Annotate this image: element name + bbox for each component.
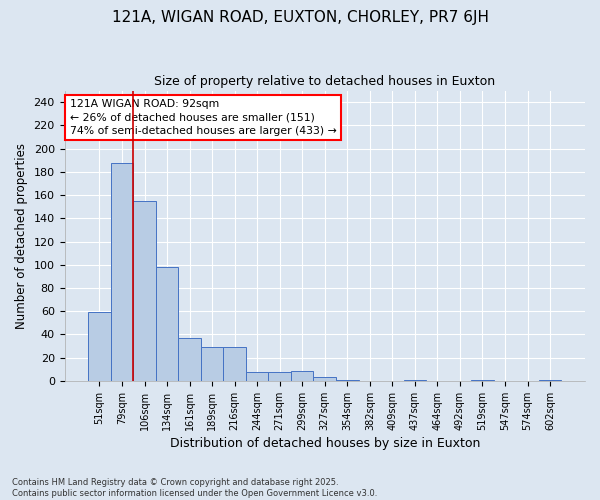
X-axis label: Distribution of detached houses by size in Euxton: Distribution of detached houses by size … [170, 437, 480, 450]
Bar [223, 348, 246, 381]
Bar [336, 380, 359, 381]
Bar [201, 348, 223, 381]
Bar [156, 267, 178, 381]
Bar [404, 380, 426, 381]
Bar [133, 201, 156, 381]
Bar [88, 312, 111, 381]
Bar [178, 338, 201, 381]
Y-axis label: Number of detached properties: Number of detached properties [15, 143, 28, 329]
Bar [246, 372, 268, 381]
Bar [268, 372, 291, 381]
Title: Size of property relative to detached houses in Euxton: Size of property relative to detached ho… [154, 75, 496, 88]
Bar [291, 370, 313, 381]
Bar [471, 380, 494, 381]
Bar [539, 380, 562, 381]
Bar [313, 378, 336, 381]
Text: 121A, WIGAN ROAD, EUXTON, CHORLEY, PR7 6JH: 121A, WIGAN ROAD, EUXTON, CHORLEY, PR7 6… [112, 10, 488, 25]
Text: 121A WIGAN ROAD: 92sqm
← 26% of detached houses are smaller (151)
74% of semi-de: 121A WIGAN ROAD: 92sqm ← 26% of detached… [70, 100, 337, 136]
Text: Contains HM Land Registry data © Crown copyright and database right 2025.
Contai: Contains HM Land Registry data © Crown c… [12, 478, 377, 498]
Bar [111, 162, 133, 381]
